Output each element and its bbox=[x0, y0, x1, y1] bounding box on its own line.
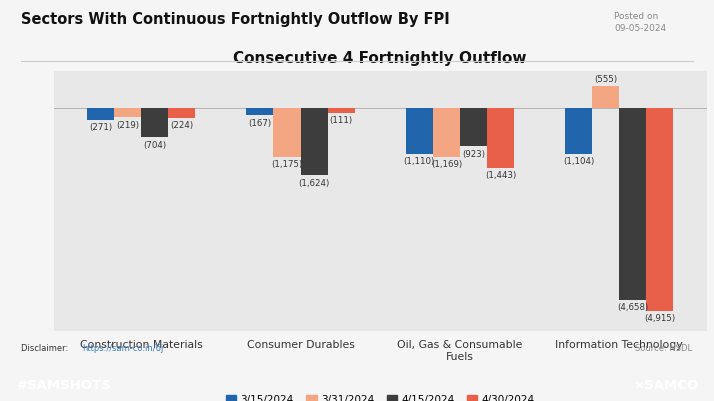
Text: (271): (271) bbox=[89, 123, 112, 132]
Text: (1,169): (1,169) bbox=[431, 159, 462, 168]
Text: (1,104): (1,104) bbox=[563, 157, 594, 166]
Text: (4,658): (4,658) bbox=[617, 303, 648, 312]
Text: Source: NSDL: Source: NSDL bbox=[635, 343, 693, 352]
Text: (224): (224) bbox=[170, 121, 193, 130]
Text: Sectors With Continuous Fortnightly Outflow By FPI: Sectors With Continuous Fortnightly Outf… bbox=[21, 12, 450, 27]
Bar bbox=[487, 109, 514, 168]
Bar bbox=[114, 109, 141, 118]
Legend: 3/15/2024, 3/31/2024, 4/15/2024, 4/30/2024: 3/15/2024, 3/31/2024, 4/15/2024, 4/30/20… bbox=[221, 390, 539, 401]
Text: (1,175): (1,175) bbox=[271, 160, 303, 168]
Bar bbox=[565, 109, 592, 154]
Bar bbox=[169, 109, 196, 118]
Bar bbox=[328, 109, 355, 114]
Text: (555): (555) bbox=[594, 75, 617, 84]
Text: (1,110): (1,110) bbox=[403, 157, 435, 166]
Text: (1,624): (1,624) bbox=[298, 178, 330, 187]
Bar bbox=[433, 109, 460, 157]
Text: (111): (111) bbox=[330, 116, 353, 125]
Bar bbox=[406, 109, 433, 155]
Text: (219): (219) bbox=[116, 120, 139, 130]
Bar bbox=[141, 109, 169, 138]
Text: Posted on
09-05-2024: Posted on 09-05-2024 bbox=[614, 12, 666, 33]
Text: #SAMSHOTS: #SAMSHOTS bbox=[16, 378, 111, 391]
Text: (1,443): (1,443) bbox=[485, 171, 516, 180]
Bar bbox=[646, 109, 673, 311]
Bar bbox=[273, 109, 301, 157]
Bar bbox=[246, 109, 273, 116]
Text: https://sam-co.in/6j: https://sam-co.in/6j bbox=[82, 343, 164, 352]
Text: (4,915): (4,915) bbox=[644, 313, 675, 322]
Bar bbox=[619, 109, 646, 300]
Bar bbox=[87, 109, 114, 120]
Title: Consecutive 4 Fortnightly Outflow: Consecutive 4 Fortnightly Outflow bbox=[233, 51, 527, 65]
Text: Disclaimer:: Disclaimer: bbox=[21, 343, 71, 352]
Bar bbox=[592, 86, 619, 109]
Bar bbox=[301, 109, 328, 176]
Text: (167): (167) bbox=[248, 118, 271, 127]
Text: (704): (704) bbox=[144, 140, 166, 149]
Bar bbox=[460, 109, 487, 147]
Text: ×SAMCO: ×SAMCO bbox=[633, 378, 698, 391]
Text: (923): (923) bbox=[462, 149, 485, 158]
